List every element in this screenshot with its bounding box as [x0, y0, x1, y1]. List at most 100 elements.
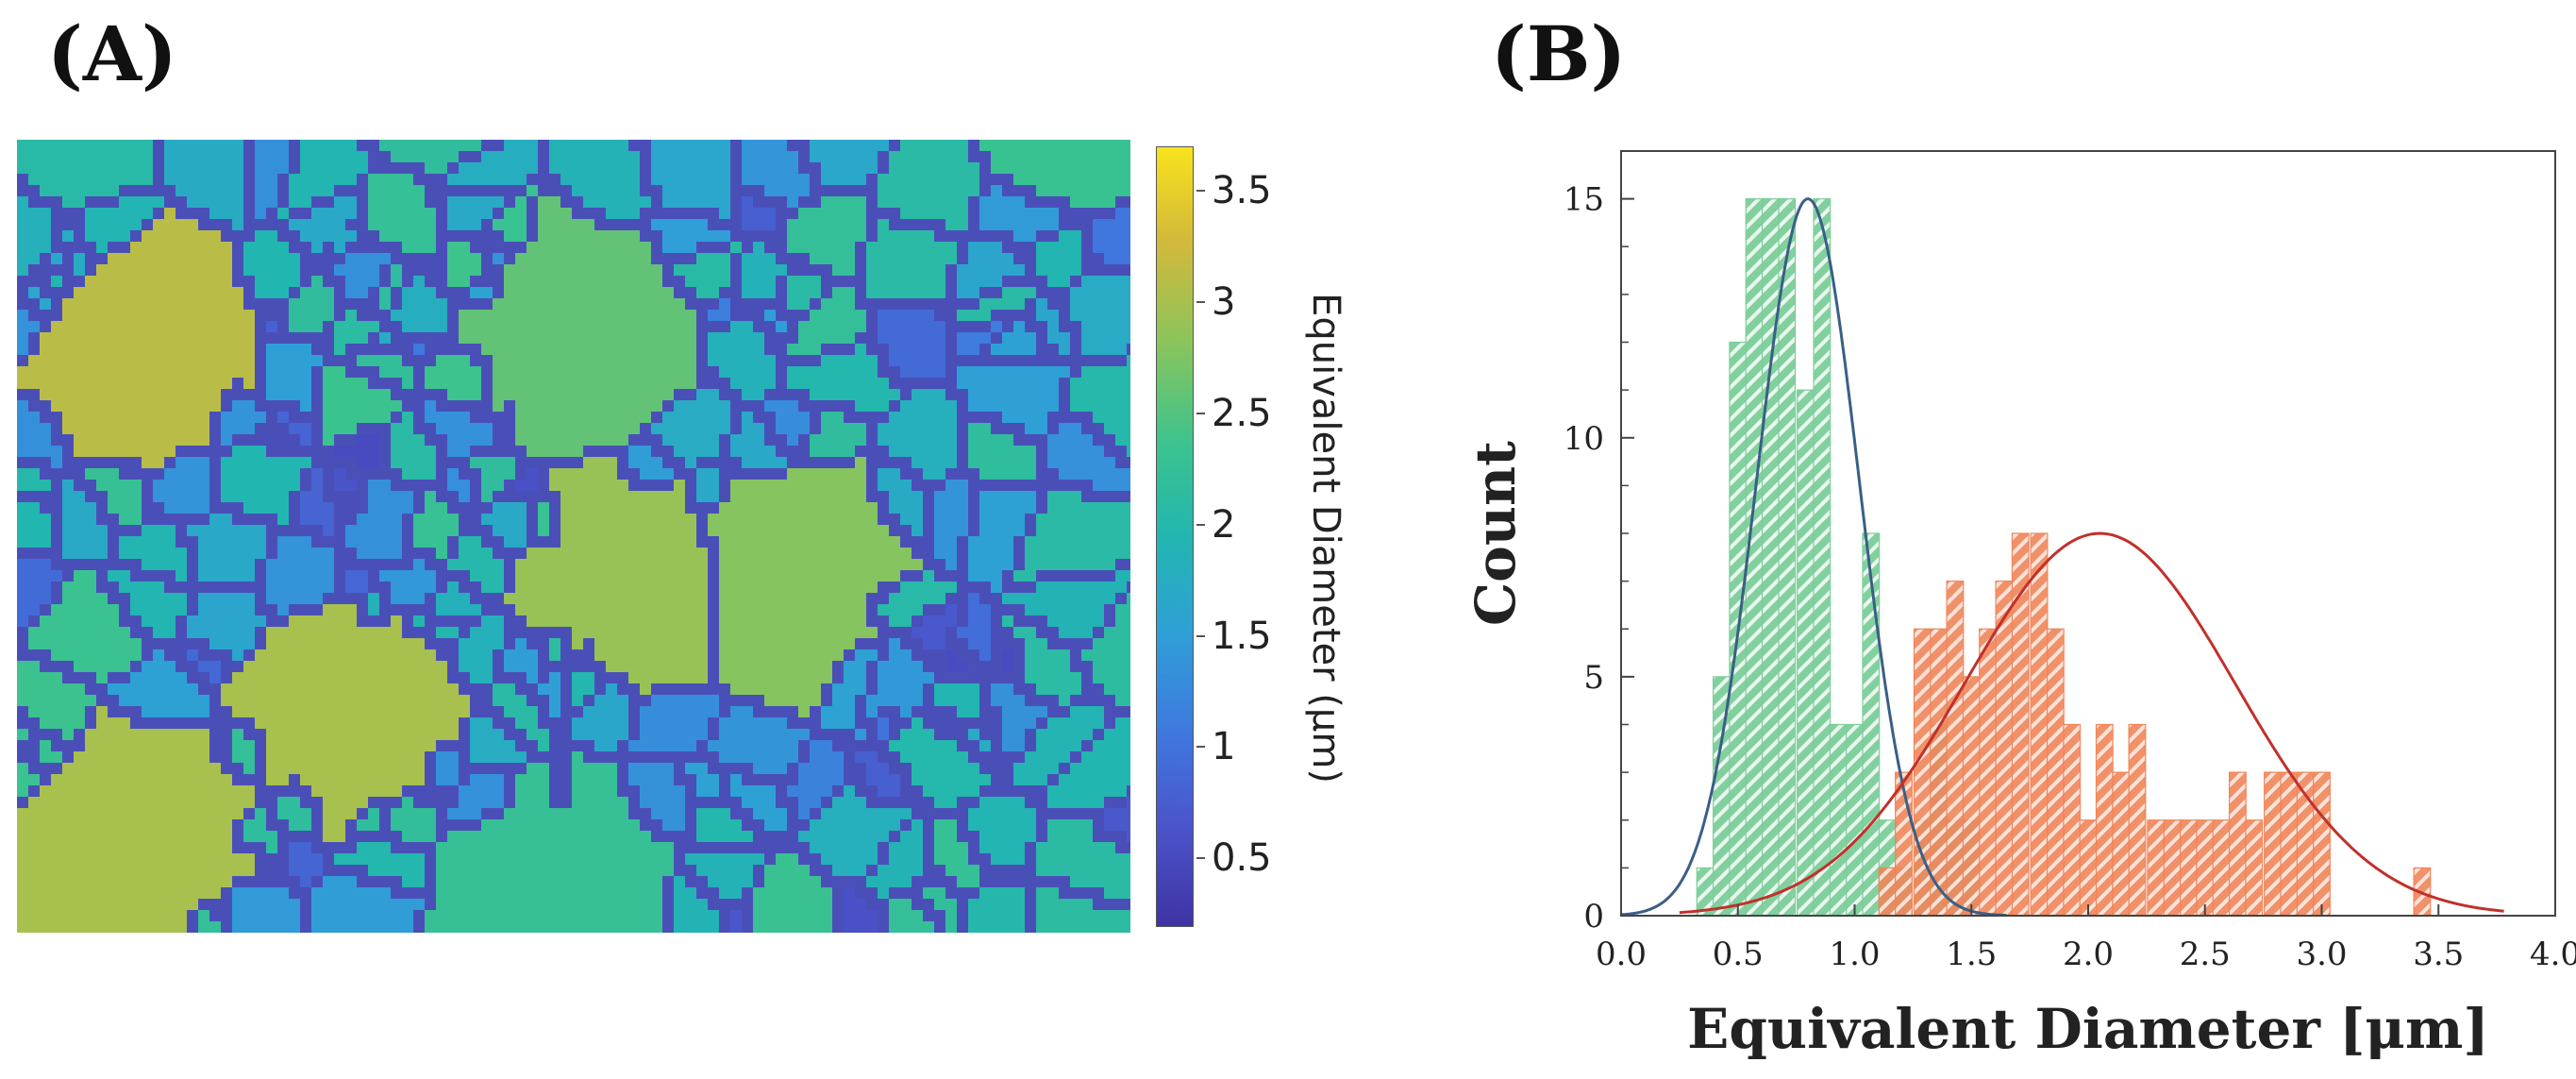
- grain-pixel: [187, 185, 199, 197]
- grain-pixel: [357, 638, 369, 650]
- grain-pixel: [334, 582, 346, 594]
- grain-pixel: [425, 480, 437, 492]
- grain-pixel: [957, 287, 969, 299]
- grain-pixel: [379, 434, 392, 447]
- grain-pixel: [51, 242, 63, 254]
- grain-pixel: [368, 502, 380, 514]
- grain-pixel: [413, 321, 426, 333]
- grain-pixel: [17, 627, 29, 639]
- grain-pixel: [730, 627, 743, 639]
- grain-pixel: [617, 468, 629, 480]
- grain-pixel: [198, 627, 210, 639]
- grain-pixel: [776, 570, 788, 582]
- grain-pixel: [753, 162, 765, 175]
- grain-pixel: [345, 242, 358, 254]
- grain-pixel: [493, 162, 505, 175]
- grain-pixel: [1093, 185, 1105, 197]
- grain-pixel: [1059, 491, 1071, 503]
- grain-pixel: [493, 242, 505, 254]
- grain-pixel: [187, 615, 199, 628]
- grain-pixel: [832, 672, 845, 684]
- grain-pixel: [368, 570, 380, 582]
- grain-pixel: [1127, 491, 1130, 503]
- grain-pixel: [1115, 661, 1128, 673]
- grain-pixel: [345, 310, 358, 322]
- grain-pixel: [923, 287, 935, 299]
- grain-pixel: [470, 151, 482, 163]
- grain-pixel: [277, 366, 290, 379]
- grain-pixel: [142, 491, 154, 503]
- grain-pixel: [368, 321, 380, 333]
- grain-pixel: [572, 298, 584, 311]
- grain-pixel: [640, 491, 652, 503]
- grain-pixel: [459, 649, 471, 662]
- grain-pixel: [753, 559, 765, 571]
- grain-pixel: [436, 310, 448, 322]
- grain-pixel: [504, 162, 516, 175]
- grain-pixel: [323, 253, 335, 265]
- grain-pixel: [334, 412, 346, 424]
- grain-pixel: [266, 434, 278, 447]
- grain-pixel: [912, 661, 924, 673]
- grain-pixel: [719, 196, 731, 209]
- grain-pixel: [334, 298, 346, 311]
- grain-pixel: [96, 468, 109, 480]
- grain-pixel: [459, 355, 471, 367]
- grain-pixel: [776, 615, 788, 628]
- grain-pixel: [674, 378, 686, 390]
- grain-pixel: [572, 366, 584, 379]
- grain-pixel: [413, 400, 426, 413]
- grain-pixel: [62, 151, 75, 163]
- grain-pixel: [481, 661, 493, 673]
- grain-pixel: [379, 649, 392, 662]
- grain-pixel: [832, 298, 845, 311]
- grain-pixel: [968, 548, 980, 560]
- grain-pixel: [436, 683, 448, 696]
- grain-pixel: [708, 276, 720, 288]
- grain-pixel: [866, 219, 878, 231]
- grain-pixel: [459, 389, 471, 401]
- grain-pixel: [957, 412, 969, 424]
- grain-pixel: [1059, 604, 1071, 616]
- grain-pixel: [945, 536, 958, 548]
- grain-pixel: [583, 468, 595, 480]
- grain-pixel: [209, 378, 222, 390]
- grain-pixel: [651, 185, 663, 197]
- grain-pixel: [221, 468, 233, 480]
- grain-pixel: [481, 548, 493, 560]
- grain-pixel: [538, 162, 550, 175]
- grain-pixel: [1059, 649, 1071, 662]
- grain-pixel: [221, 570, 233, 582]
- grain-pixel: [130, 140, 142, 152]
- grain-pixel: [538, 230, 550, 243]
- grain-pixel: [391, 706, 403, 718]
- grain-pixel: [685, 434, 697, 447]
- grain-pixel: [62, 332, 75, 345]
- grain-pixel: [243, 253, 256, 265]
- grain-pixel: [1047, 219, 1060, 231]
- grain-pixel: [583, 570, 595, 582]
- grain-pixel: [696, 264, 709, 277]
- grain-pixel: [742, 287, 754, 299]
- grain-pixel: [1104, 162, 1116, 175]
- grain-pixel: [323, 332, 335, 345]
- grain-pixel: [51, 162, 63, 175]
- grain-pixel: [1047, 140, 1060, 152]
- grain-pixel: [674, 400, 686, 413]
- grain-pixel: [1013, 548, 1026, 560]
- grain-pixel: [198, 196, 210, 209]
- grain-pixel: [232, 683, 244, 696]
- grain-pixel: [968, 412, 980, 424]
- grain-pixel: [583, 310, 595, 322]
- grain-pixel: [594, 140, 607, 152]
- grain-pixel: [17, 174, 29, 186]
- grain-pixel: [379, 298, 392, 311]
- grain-pixel: [787, 627, 799, 639]
- grain-pixel: [617, 321, 629, 333]
- grain-pixel: [277, 514, 290, 526]
- grain-pixel: [730, 310, 743, 322]
- grain-pixel: [1104, 514, 1116, 526]
- grain-pixel: [345, 434, 358, 447]
- grain-pixel: [549, 536, 561, 548]
- grain-pixel: [221, 185, 233, 197]
